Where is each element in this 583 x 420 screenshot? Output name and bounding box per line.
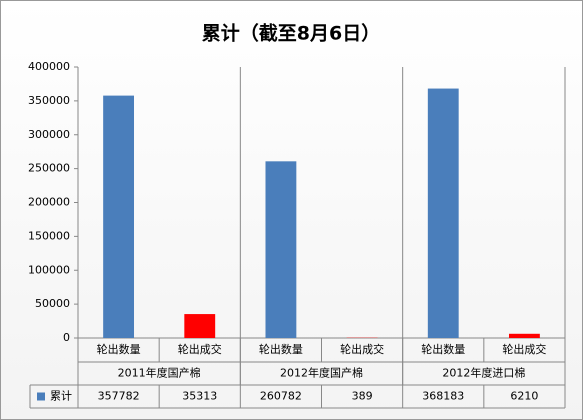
x-tick-label: 轮出数量 <box>97 342 141 356</box>
x-tick-label: 轮出成交 <box>340 342 384 356</box>
group-label: 2011年度国产棉 <box>118 366 201 380</box>
table-value: 35313 <box>182 390 217 403</box>
table-value: 6210 <box>510 390 538 403</box>
bar <box>265 161 297 338</box>
y-tick-label: 150000 <box>28 229 70 242</box>
y-tick-label: 200000 <box>28 196 70 209</box>
bar <box>184 314 216 338</box>
y-tick-label: 250000 <box>28 162 70 175</box>
legend-key <box>37 392 45 401</box>
table-value: 389 <box>352 390 373 403</box>
table-value: 368183 <box>422 390 464 403</box>
y-tick-label: 350000 <box>28 94 70 107</box>
y-tick-label: 400000 <box>28 60 70 73</box>
x-tick-label: 轮出数量 <box>421 342 465 356</box>
y-tick-label: 300000 <box>28 128 70 141</box>
group-label: 2012年度国产棉 <box>280 366 363 380</box>
y-tick-label: 50000 <box>35 297 70 310</box>
bar <box>508 333 540 338</box>
legend-label: 累计 <box>50 390 72 403</box>
bar <box>427 88 459 338</box>
x-tick-label: 轮出数量 <box>259 342 303 356</box>
table-value: 357782 <box>98 390 140 403</box>
x-tick-label: 轮出成交 <box>502 342 546 356</box>
x-tick-label: 轮出成交 <box>178 342 222 356</box>
group-label: 2012年度进口棉 <box>442 366 525 380</box>
y-tick-label: 100000 <box>28 263 70 276</box>
y-tick-label: 0 <box>63 331 70 344</box>
table-value: 260782 <box>260 390 302 403</box>
bar <box>103 95 135 338</box>
chart-title: 累计（截至8月6日） <box>202 22 380 45</box>
